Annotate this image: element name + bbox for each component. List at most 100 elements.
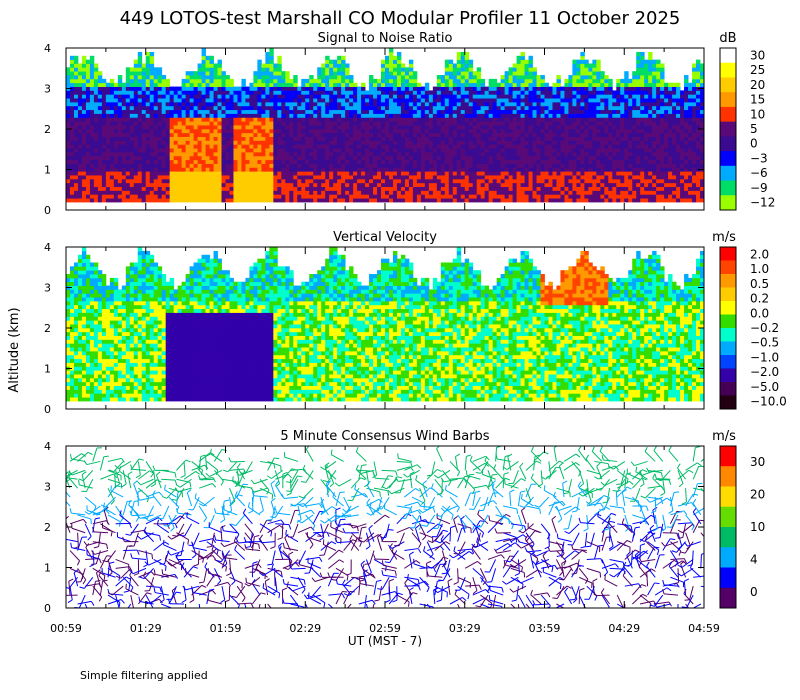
heatmap-cell — [424, 98, 430, 103]
heatmap-cell — [281, 71, 286, 76]
heatmap-cell — [608, 94, 613, 99]
heatmap-cell — [596, 128, 601, 134]
heatmap-cell — [73, 136, 79, 141]
heatmap-cell — [512, 90, 517, 95]
heatmap-cell — [145, 113, 151, 118]
heatmap-cell — [277, 82, 282, 87]
heatmap-cell — [129, 98, 135, 103]
heatmap-cell — [404, 182, 410, 188]
heatmap-cell — [452, 105, 458, 111]
heatmap-cell — [149, 82, 155, 87]
heatmap-cell — [229, 136, 234, 141]
heatmap-cell — [157, 71, 163, 76]
heatmap-cell — [548, 167, 553, 172]
heatmap-cell — [361, 163, 366, 168]
heatmap-cell — [373, 105, 378, 111]
heatmap-cell — [105, 117, 111, 122]
heatmap-cell — [97, 136, 103, 141]
heatmap-cell — [600, 159, 605, 164]
heatmap-cell — [412, 140, 418, 145]
heatmap-cell — [620, 90, 625, 95]
heatmap-cell — [504, 125, 510, 130]
heatmap-cell — [225, 109, 230, 114]
heatmap-cell — [628, 144, 633, 149]
heatmap-cell — [424, 94, 430, 99]
heatmap-cell — [97, 125, 103, 130]
heatmap-cell — [113, 90, 119, 95]
heatmap-cell — [361, 159, 366, 164]
heatmap-cell — [209, 94, 214, 99]
heatmap-cell — [337, 63, 342, 68]
heatmap-cell — [528, 90, 533, 95]
heatmap-cell — [556, 132, 561, 137]
heatmap-cell — [221, 155, 226, 161]
heatmap-cell — [580, 71, 585, 76]
heatmap-cell — [412, 132, 418, 137]
heatmap-cell — [432, 151, 438, 157]
heatmap-cell — [249, 151, 254, 157]
heatmap-cell — [588, 90, 593, 95]
heatmap-cell — [257, 98, 262, 103]
heatmap-cell — [205, 109, 210, 114]
heatmap-cell — [217, 117, 222, 122]
heatmap-cell — [93, 125, 99, 130]
heatmap-cell — [273, 90, 278, 95]
heatmap-cell — [345, 105, 350, 111]
heatmap-cell — [177, 198, 183, 203]
heatmap-cell — [121, 182, 127, 188]
heatmap-cell — [460, 186, 466, 191]
heatmap-cell — [452, 167, 458, 172]
heatmap-cell — [253, 98, 258, 103]
heatmap-cell — [488, 144, 494, 149]
heatmap-cell — [257, 121, 262, 126]
heatmap-cell — [412, 186, 418, 191]
heatmap-cell — [488, 151, 494, 157]
heatmap-cell — [213, 182, 218, 188]
heatmap-cell — [213, 155, 218, 161]
heatmap-cell — [217, 186, 222, 191]
heatmap-cell — [604, 101, 609, 107]
heatmap-cell — [484, 198, 490, 203]
heatmap-cell — [504, 121, 510, 126]
heatmap-cell — [297, 163, 302, 168]
heatmap-cell — [341, 90, 346, 95]
heatmap-cell — [105, 90, 111, 95]
heatmap-cell — [404, 155, 410, 161]
heatmap-cell — [516, 175, 521, 180]
heatmap-cell — [524, 194, 529, 199]
heatmap-cell — [464, 144, 470, 149]
heatmap-cell — [568, 132, 573, 137]
heatmap-cell — [149, 132, 155, 137]
heatmap-cell — [229, 175, 234, 180]
heatmap-cell — [416, 190, 422, 195]
heatmap-cell — [93, 109, 99, 114]
heatmap-cell — [145, 140, 151, 145]
heatmap-cell — [624, 144, 629, 149]
heatmap-cell — [189, 171, 194, 176]
heatmap-cell — [153, 101, 159, 107]
heatmap-cell — [173, 117, 179, 122]
heatmap-cell — [173, 182, 179, 188]
heatmap-cell — [556, 167, 561, 172]
heatmap-cell — [109, 101, 115, 107]
heatmap-cell — [69, 136, 75, 141]
heatmap-cell — [468, 163, 474, 168]
heatmap-cell — [245, 167, 250, 172]
heatmap-cell — [349, 101, 354, 107]
heatmap-cell — [476, 98, 482, 103]
heatmap-cell — [253, 144, 258, 149]
heatmap-cell — [580, 167, 585, 172]
heatmap-cell — [125, 75, 131, 80]
heatmap-cell — [105, 167, 111, 172]
heatmap-cell — [193, 105, 198, 111]
heatmap-cell — [400, 63, 406, 68]
heatmap-cell — [229, 190, 234, 195]
heatmap-cell — [448, 144, 454, 149]
heatmap-cell — [385, 125, 390, 130]
heatmap-cell — [400, 175, 406, 180]
heatmap-cell — [177, 163, 183, 168]
heatmap-cell — [297, 182, 302, 188]
heatmap-cell — [392, 175, 398, 180]
heatmap-cell — [472, 178, 478, 184]
heatmap-cell — [181, 194, 187, 199]
